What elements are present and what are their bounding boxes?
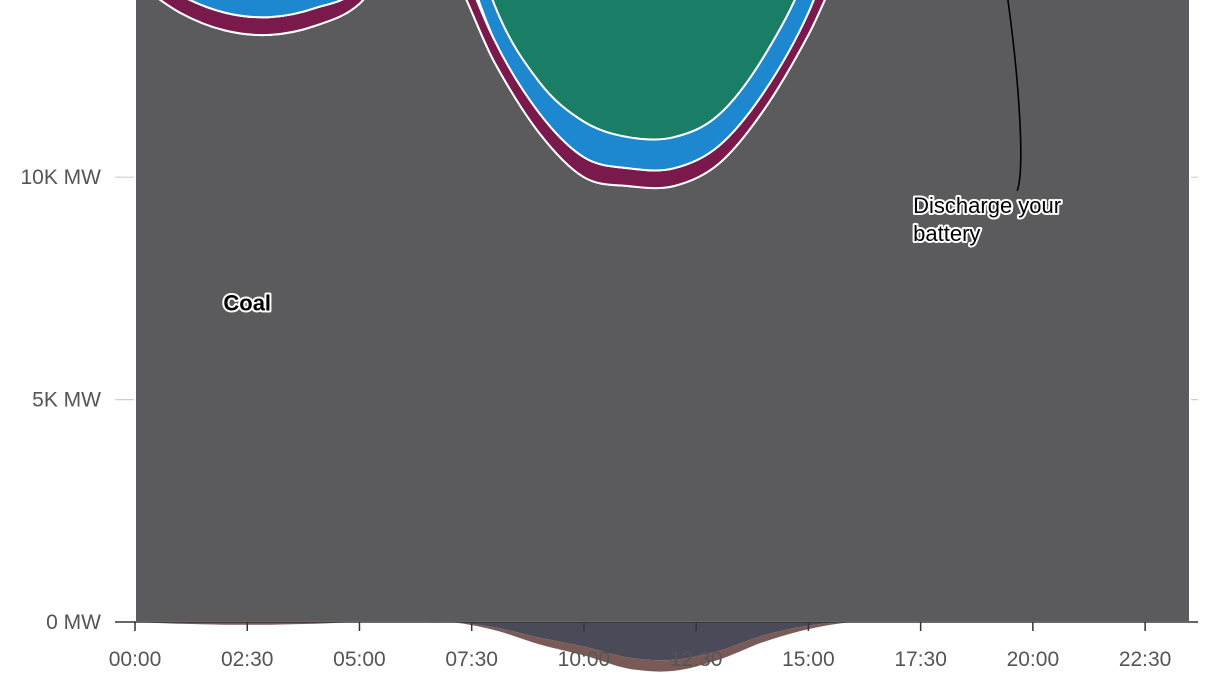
x-tick-label: 02:30 <box>221 648 274 671</box>
y-tick-label: 0 MW <box>46 611 101 634</box>
x-tick-label: 15:00 <box>782 648 835 671</box>
y-tick-label: 10K MW <box>20 166 101 189</box>
x-tick-label: 22:30 <box>1119 648 1172 671</box>
area-series <box>134 0 1191 624</box>
x-tick-label: 07:30 <box>445 648 498 671</box>
area-battery-charging <box>135 621 1190 661</box>
x-tick-label: 05:00 <box>333 648 386 671</box>
area-hydro <box>187 0 815 172</box>
area-wind <box>491 0 796 141</box>
negative-series <box>135 621 1190 672</box>
y-tick-label: 5K MW <box>32 389 101 412</box>
x-tick-label: 00:00 <box>109 648 162 671</box>
annotation-text: battery <box>913 221 980 246</box>
x-tick-label: 20:00 <box>1007 648 1060 671</box>
series-label-coal: Coal <box>223 291 271 316</box>
annotation-arrow <box>1007 0 1022 192</box>
annotation-text: Discharge your <box>913 193 1061 218</box>
x-tick-label: 17:30 <box>894 648 947 671</box>
annotations: Time to charge thebatteryDischarge yourb… <box>911 0 1063 248</box>
annotation-1: Discharge your battery <box>911 0 1063 248</box>
area-pumped-hydro <box>135 621 1190 672</box>
x-tick-label: 10:00 <box>558 648 611 671</box>
x-tick-label: 12:30 <box>670 648 723 671</box>
series-labels: SolarWindCoal <box>221 289 273 318</box>
